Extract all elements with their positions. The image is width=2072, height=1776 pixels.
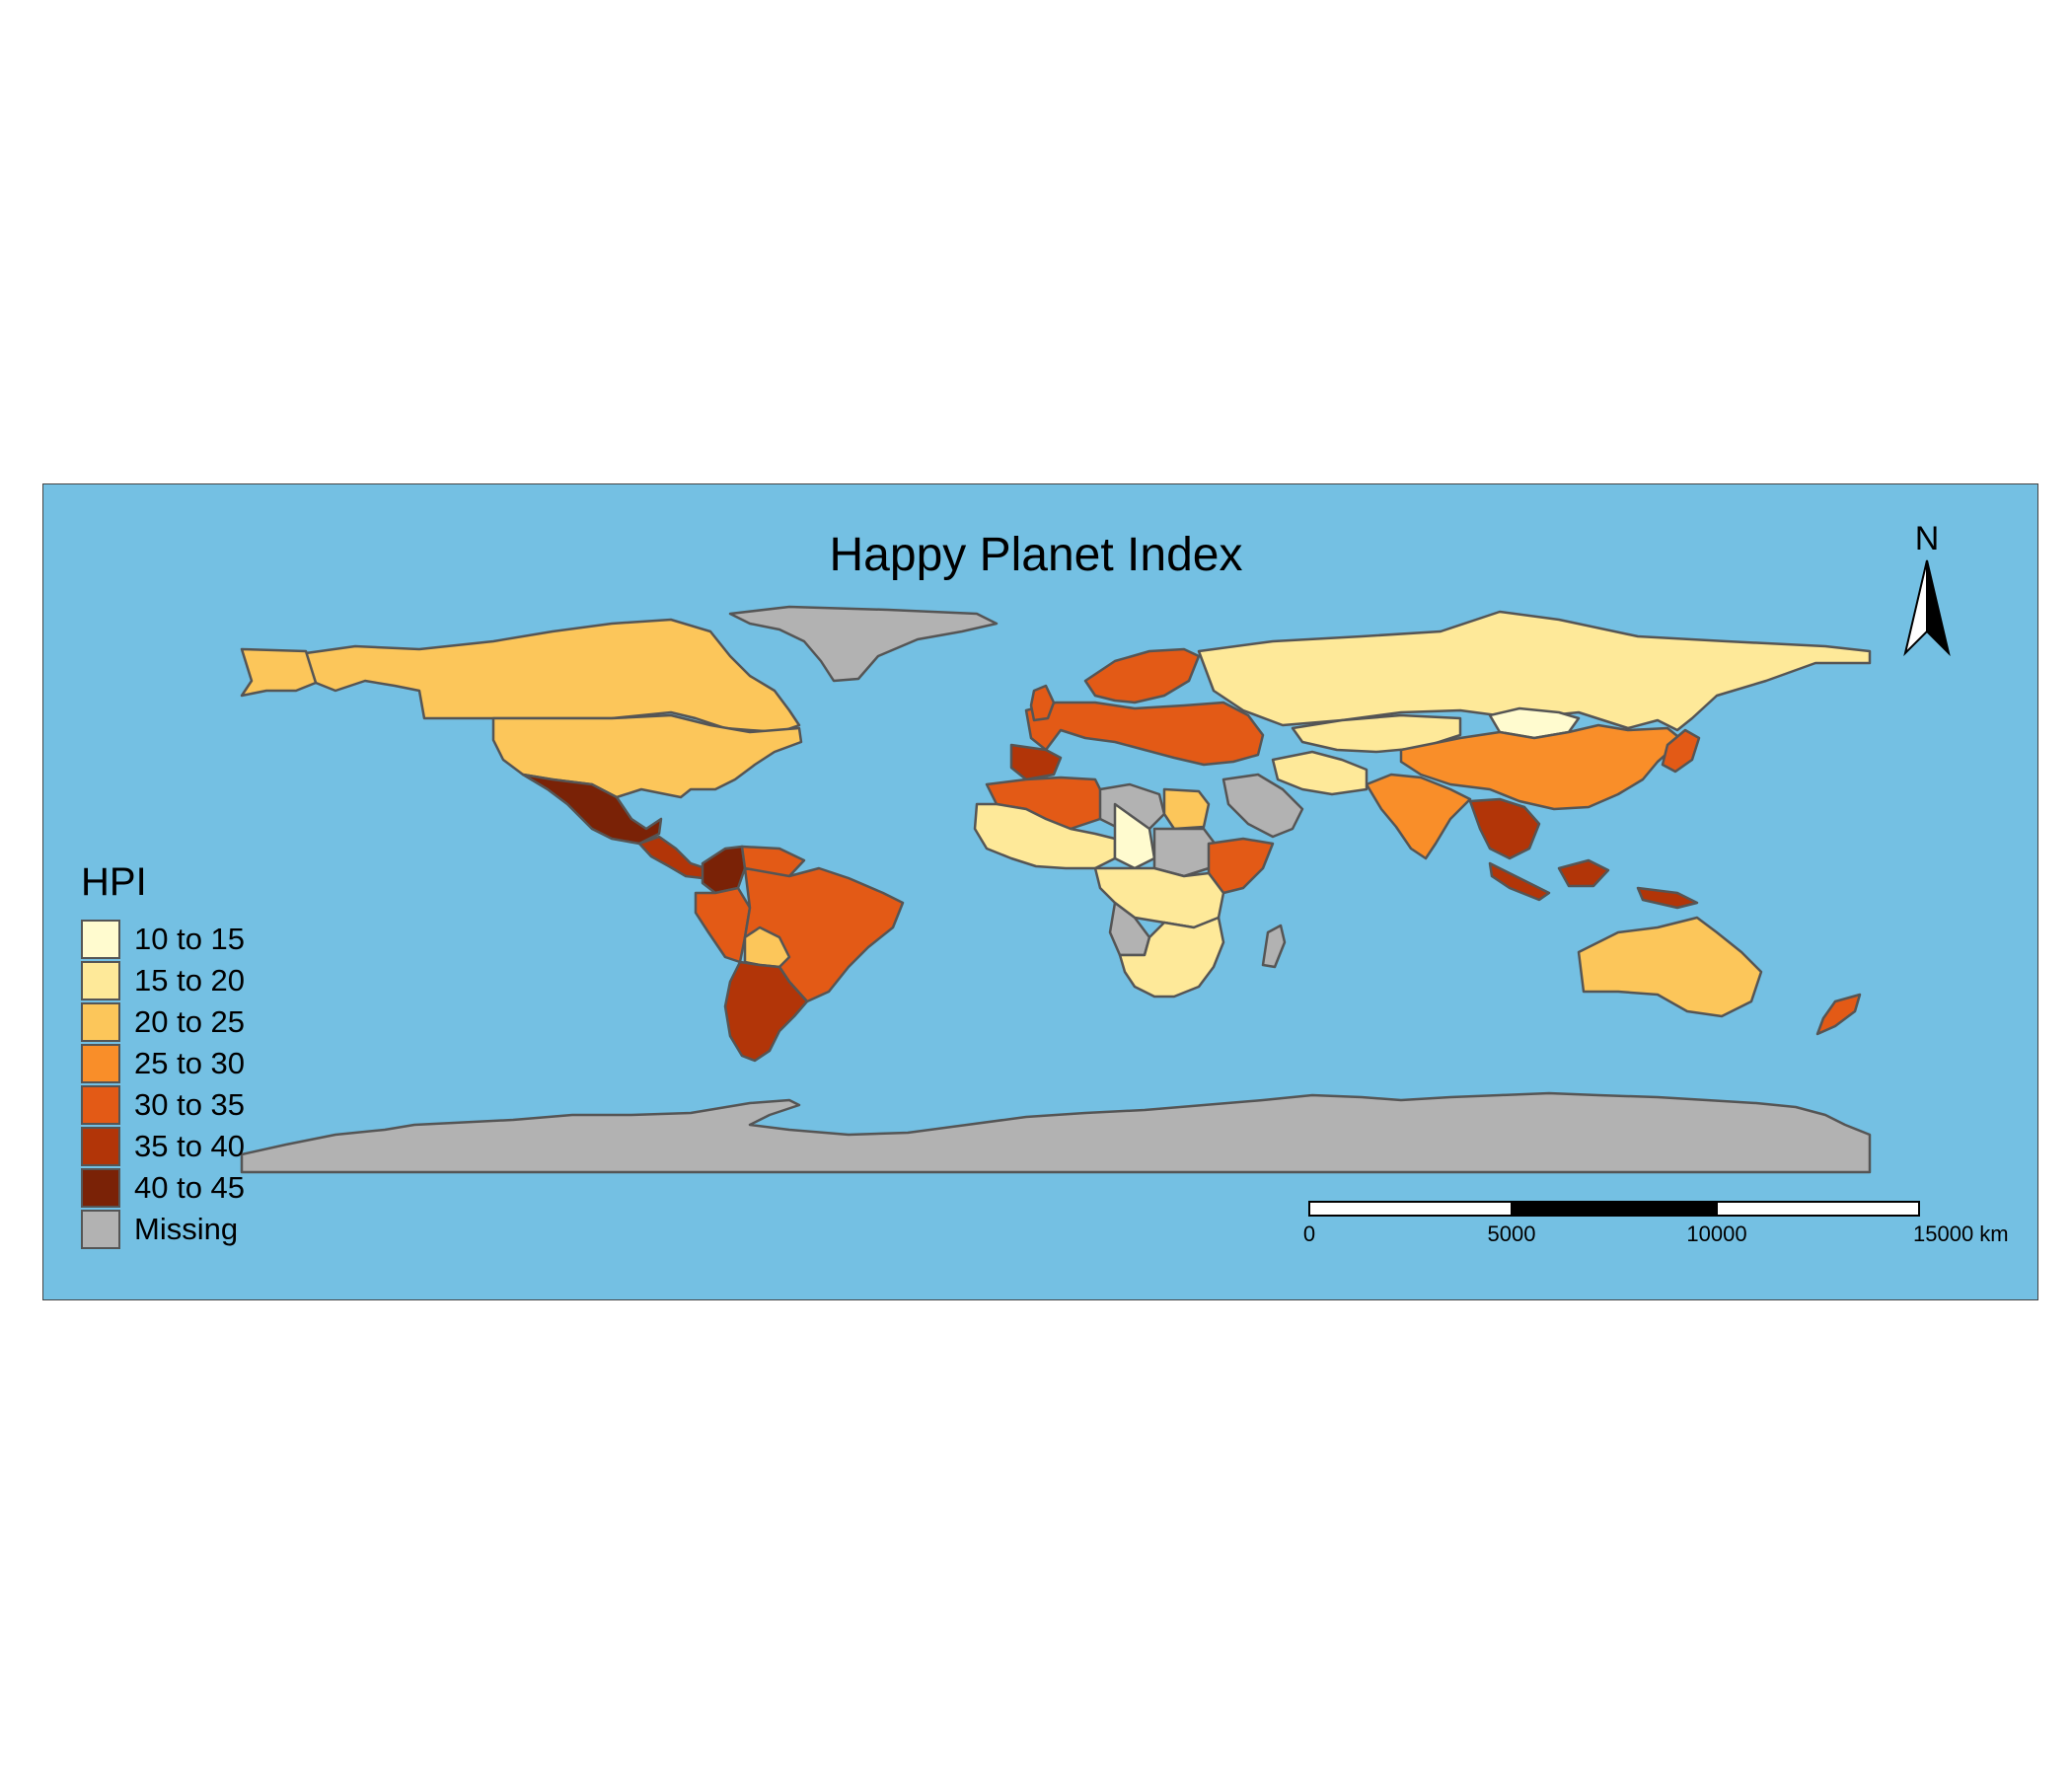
scale-label-5000: 5000: [1488, 1221, 1536, 1246]
region-saudi: [1221, 773, 1304, 839]
ocean: [43, 484, 2037, 1299]
region-egypt: [1162, 787, 1211, 831]
legend-label: 20 to 25: [134, 1004, 246, 1039]
legend-swatch: [81, 1127, 120, 1166]
map-title: Happy Planet Index: [829, 529, 1243, 581]
legend-swatch: [81, 961, 120, 1000]
compass-label: N: [1915, 520, 1940, 557]
region-scandinavia: [1083, 647, 1201, 704]
legend: HPI 10 to 15 15 to 20 20 to 25 25 to 30 …: [81, 860, 245, 1250]
legend-item: Missing: [81, 1209, 245, 1250]
legend-item: 40 to 45: [81, 1167, 245, 1209]
north-arrow-icon: N: [1903, 520, 1951, 657]
region-madagascar: [1261, 924, 1287, 969]
scale-label-15000: 15000 km: [1913, 1221, 2009, 1246]
region-new-zealand: [1815, 993, 1862, 1036]
region-se-asia: [1468, 797, 1541, 860]
region-argentina: [723, 960, 809, 1063]
region-western-europe: [1024, 701, 1265, 767]
region-indonesia: [1488, 858, 1699, 910]
legend-swatch: [81, 920, 120, 959]
legend-swatch: [81, 1085, 120, 1125]
region-colombia: [701, 845, 747, 895]
region-spain: [1009, 743, 1063, 781]
legend-item: 10 to 15: [81, 919, 245, 960]
legend-item: 30 to 35: [81, 1084, 245, 1126]
legend-swatch: [81, 1210, 120, 1249]
legend-swatch: [81, 1002, 120, 1042]
scale-label-0: 0: [1303, 1221, 1315, 1246]
legend-label: 40 to 45: [134, 1170, 246, 1205]
region-mexico: [521, 773, 663, 846]
legend-swatch: [81, 1168, 120, 1208]
legend-label: 25 to 30: [134, 1046, 246, 1080]
legend-label: 10 to 15: [134, 922, 246, 956]
region-china: [1399, 723, 1684, 811]
scale-bar: 0 5000 10000 15000 km: [1303, 1201, 2009, 1246]
region-canada: [304, 618, 801, 734]
region-australia: [1577, 916, 1763, 1018]
region-alaska: [240, 647, 318, 698]
region-uk: [1029, 684, 1056, 722]
region-antarctica: [240, 1091, 1872, 1174]
region-sudan: [1152, 827, 1221, 878]
region-peru: [694, 886, 752, 964]
region-india: [1365, 773, 1472, 860]
legend-item: 20 to 25: [81, 1001, 245, 1043]
scale-label-10000: 10000: [1686, 1221, 1746, 1246]
legend-label: Missing: [134, 1212, 239, 1246]
legend-label: 35 to 40: [134, 1129, 246, 1163]
legend-title: HPI: [81, 860, 147, 904]
region-japan: [1661, 728, 1701, 774]
legend-label: 15 to 20: [134, 963, 246, 998]
legend-item: 25 to 30: [81, 1043, 245, 1084]
legend-swatch: [81, 1044, 120, 1083]
legend-item: 35 to 40: [81, 1126, 245, 1167]
legend-item: 15 to 20: [81, 960, 245, 1001]
legend-label: 30 to 35: [134, 1087, 246, 1122]
region-greenland: [728, 605, 999, 683]
region-southern-africa: [1118, 916, 1225, 999]
region-iran: [1271, 750, 1369, 796]
